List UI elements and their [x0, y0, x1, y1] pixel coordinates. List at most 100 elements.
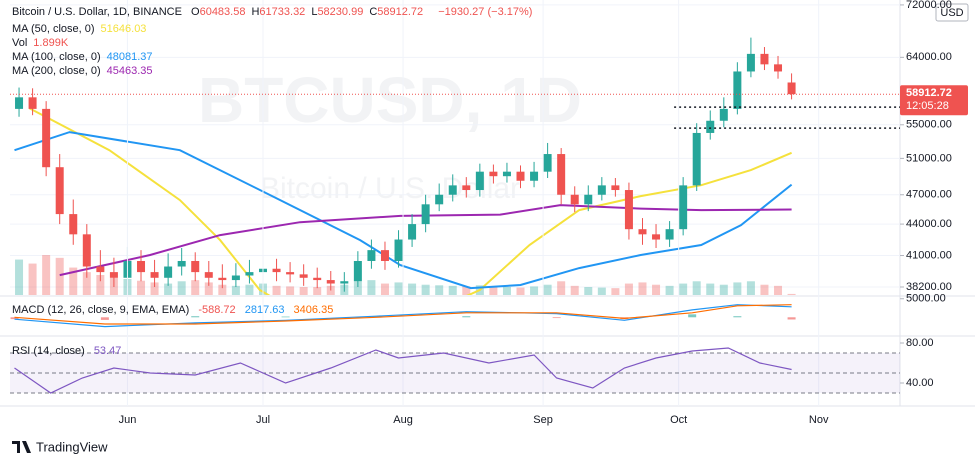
candle-body [421, 204, 430, 225]
rsi-legend: RSI (14, close) 53.47 [12, 344, 127, 358]
symbol: Bitcoin / U.S. Dollar, 1D, BINANCE [12, 6, 182, 18]
y-tick-label: 5000.00 [906, 293, 946, 305]
candle-body [787, 82, 796, 95]
volume-bar [96, 275, 105, 295]
volume-bar [150, 282, 159, 295]
macd-legend: MACD (12, 26, close, 9, EMA, EMA) -588.7… [12, 303, 339, 317]
candle-body [733, 71, 742, 109]
currency-box[interactable] [935, 3, 969, 22]
ohlc-label: C [369, 6, 378, 18]
candle-body [435, 194, 444, 205]
legend-name: Vol [12, 37, 28, 49]
volume-bar [421, 284, 430, 295]
ohlc-value: 58912.72 [377, 6, 424, 18]
volume-bar [82, 272, 91, 295]
legend-name: MA (200, close, 0) [12, 65, 101, 77]
histogram-bar [787, 317, 796, 320]
volume-bar [787, 293, 796, 295]
histogram-bar [100, 317, 109, 320]
candle-body [353, 260, 362, 282]
line [59, 204, 792, 277]
volume-bar [55, 257, 64, 295]
histogram-bar [462, 316, 471, 318]
volume-bar [380, 283, 389, 295]
legend-row: MA (100, close, 0) 48081.37 [12, 50, 159, 64]
x-tick-label: Aug [393, 414, 413, 426]
candle-body [150, 272, 159, 278]
candle-body [286, 272, 295, 275]
legend-value: 2817.63 [244, 304, 285, 316]
volume-bar [543, 284, 552, 295]
histogram-bar [688, 314, 697, 318]
volume-bar [502, 287, 511, 295]
legend-row: MA (200, close, 0) 45463.35 [12, 64, 159, 78]
y-tick-label: 80.00 [906, 337, 934, 349]
candle-body [245, 272, 254, 276]
candle-body [55, 167, 64, 215]
candle-body [584, 194, 593, 205]
header: Bitcoin / U.S. Dollar, 1D, BINANCE O6048… [12, 5, 538, 19]
candle-body [774, 64, 783, 72]
brand-logo [12, 441, 31, 453]
ohlc: O60483.58 H61733.32 L58230.99 C58912.72 [191, 6, 429, 18]
ohlc-label: O [191, 6, 200, 18]
legend-value: -588.72 [198, 304, 236, 316]
legend-name: MA (100, close, 0) [12, 51, 101, 63]
candle-body [313, 277, 322, 281]
volume-bar [706, 283, 715, 295]
legend-value: 3406.35 [293, 304, 334, 316]
volume-bar [638, 282, 647, 295]
y-tick-label: 44000.00 [906, 218, 952, 230]
volume-bar [164, 283, 173, 295]
volume-bar [204, 282, 213, 295]
ohlc-label: H [251, 6, 260, 18]
candle-body [408, 224, 417, 240]
legend-name: MA (50, close, 0) [12, 23, 95, 35]
y-tick-label: 38200.00 [906, 281, 952, 293]
candle-body [760, 53, 769, 65]
candle-body [326, 280, 335, 284]
volume-bar [733, 282, 742, 295]
volume-bar [652, 284, 661, 295]
rsi-title: RSI (14, close) [12, 345, 85, 357]
y-tick-label: 40.00 [906, 377, 934, 389]
candle-body [692, 132, 701, 186]
legend-value: 53.47 [93, 345, 122, 357]
volume-bar [570, 285, 579, 295]
volume-bar [516, 287, 525, 295]
line [14, 131, 793, 290]
volume-bar [584, 287, 593, 295]
histogram-bar [552, 317, 561, 319]
y-tick-label: 55000.00 [906, 119, 952, 131]
candle-body [204, 272, 213, 278]
candle-body [665, 229, 674, 240]
volume-bar [245, 284, 254, 295]
volume-bar [191, 280, 200, 295]
candle-body [543, 154, 552, 172]
volume-bar [367, 280, 376, 295]
currency[interactable]: USD [940, 7, 963, 19]
candle-body [706, 120, 715, 133]
volume-bar [435, 285, 444, 295]
watermark-ticker: BTCUSD, 1D [198, 64, 582, 136]
histogram-bar [733, 316, 742, 318]
histogram-bar [281, 316, 290, 318]
candle-body [679, 185, 688, 230]
x-tick-label: Nov [809, 414, 829, 426]
candle-body [570, 194, 579, 205]
candle-body [557, 154, 566, 195]
candle-body [489, 171, 498, 177]
candle-body [380, 250, 389, 261]
legend-value: 1.899K [33, 37, 69, 49]
volume-bar [408, 283, 417, 295]
y-tick-label: 72000.00 [906, 0, 952, 11]
volume-bar [530, 286, 539, 295]
legend-row: MA (50, close, 0) 51646.03 [12, 22, 159, 36]
volume-bar [462, 286, 471, 295]
ohlc-value: 60483.58 [199, 6, 246, 18]
candle-body [746, 53, 755, 72]
volume-bar [137, 280, 146, 295]
legend-value: 51646.03 [100, 23, 147, 35]
countdown: 12:05:28 [906, 100, 949, 112]
